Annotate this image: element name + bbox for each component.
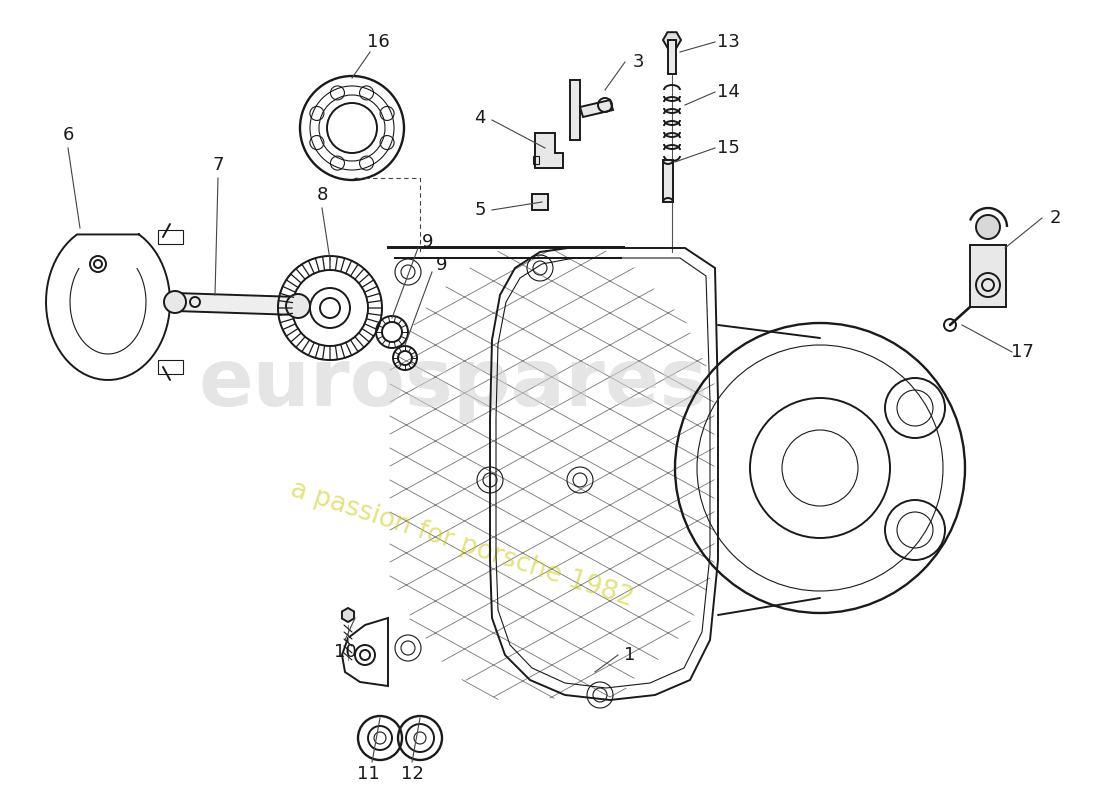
Text: 16: 16 [366, 33, 389, 51]
Text: 17: 17 [1011, 343, 1033, 361]
Text: 2: 2 [1049, 209, 1060, 227]
Text: 12: 12 [400, 765, 424, 783]
Text: 15: 15 [716, 139, 739, 157]
Polygon shape [570, 80, 580, 140]
Polygon shape [663, 32, 681, 48]
Polygon shape [342, 608, 354, 622]
Text: 11: 11 [356, 765, 380, 783]
Text: 10: 10 [333, 643, 356, 661]
Text: 9: 9 [437, 256, 448, 274]
Circle shape [286, 294, 310, 318]
Circle shape [976, 215, 1000, 239]
Text: 5: 5 [474, 201, 486, 219]
Polygon shape [668, 40, 676, 74]
Polygon shape [663, 160, 673, 202]
Polygon shape [970, 245, 1007, 307]
Polygon shape [175, 293, 298, 315]
Text: 8: 8 [317, 186, 328, 204]
Polygon shape [532, 194, 548, 210]
Circle shape [164, 291, 186, 313]
Text: a passion for porsche 1982: a passion for porsche 1982 [287, 476, 637, 612]
Polygon shape [535, 133, 563, 168]
Text: 3: 3 [632, 53, 644, 71]
Text: 14: 14 [716, 83, 739, 101]
Text: eurospares: eurospares [198, 345, 707, 423]
Polygon shape [580, 100, 613, 117]
Text: 7: 7 [212, 156, 223, 174]
Text: 1: 1 [625, 646, 636, 664]
Text: 13: 13 [716, 33, 739, 51]
Text: 9: 9 [422, 233, 433, 251]
Text: 4: 4 [474, 109, 486, 127]
Text: 6: 6 [63, 126, 74, 144]
